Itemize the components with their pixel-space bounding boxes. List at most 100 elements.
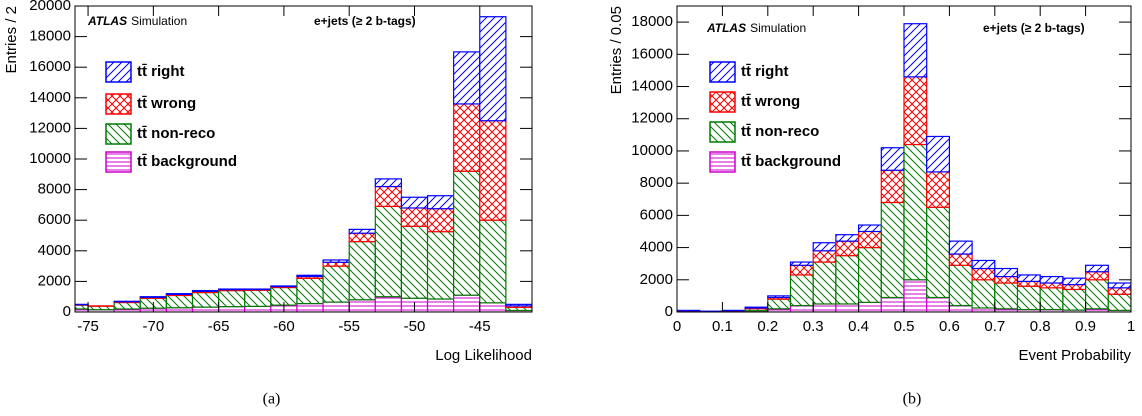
y-tick-label: 2000 [38,272,71,289]
histogram-bar [789,264,814,276]
histogram-bar [1016,280,1041,287]
histogram-bar [400,196,429,209]
histogram-bar [948,264,973,307]
annotation-bold: ATLAS [706,21,746,35]
channel-label: e+jets (≥ 2 b-tags) [983,21,1085,35]
histogram-bar [426,298,455,312]
legend-label: tt̄ background [137,153,237,170]
x-axis-label: Log Likelihood [435,347,532,364]
legend-swatch [709,151,736,173]
histogram-bar [348,232,376,243]
x-tick-label: -55 [338,318,360,335]
histogram-bar [113,301,141,310]
histogram-bar [479,16,507,122]
plot-area [75,16,532,312]
histogram-bar [426,208,455,233]
y-tick-label: 8000 [640,174,673,191]
histogram-bar [789,304,814,312]
legend-swatch [709,121,736,143]
x-tick-label: 1 [1127,318,1135,335]
histogram-bar [767,298,792,310]
histogram-bar [926,296,951,312]
y-tick-label: 0 [63,303,71,320]
y-tick-label: 18000 [631,13,673,30]
annotation-bold: ATLAS [87,14,127,28]
y-tick-label: 2000 [640,271,673,288]
histogram-bar [948,240,973,255]
histogram-bar [426,231,455,300]
histogram-bar [165,307,194,312]
histogram-bar [1062,277,1087,286]
histogram-bar [453,51,481,105]
caption: (b) [903,391,922,408]
histogram-bar [971,307,996,312]
histogram-bar [139,296,168,298]
x-tick-label: -50 [404,318,426,335]
histogram-bar [812,261,837,305]
x-tick-label: -75 [77,318,99,335]
y-tick-label: 14000 [29,89,71,106]
x-tick-label: 0.5 [894,318,915,335]
y-tick-label: 20000 [29,0,71,14]
histogram-bar [165,293,194,296]
histogram-bar [926,171,951,208]
x-tick-label: -45 [469,318,491,335]
histogram-bar [880,169,905,204]
histogram-bar [971,279,996,309]
x-tick-label: 0.9 [1075,318,1096,335]
histogram-bar [789,261,814,266]
histogram-bar [218,288,246,291]
histogram-bar [789,274,814,307]
histogram-bar [400,207,429,227]
histogram-bar [479,219,507,304]
histogram-bar [857,230,882,249]
x-tick-label: 0.3 [803,318,824,335]
histogram-bar [903,143,928,281]
histogram-bar [374,185,403,208]
x-tick-label: 0.2 [757,318,778,335]
histogram-bar [453,294,481,312]
histogram-bar [1016,285,1041,311]
histogram-bar [1084,264,1109,273]
y-axis-label: Entries / 2 [3,6,20,74]
histogram-bar [903,76,928,146]
histogram-bar [1039,287,1064,311]
histogram-bar [322,265,350,303]
y-tick-label: 4000 [640,239,673,256]
caption: (a) [263,391,281,408]
x-tick-label: 0.4 [848,318,869,335]
histogram-bar [1107,282,1131,289]
histogram-bar [903,279,928,312]
histogram-bar [191,289,220,292]
histogram-bar [857,246,882,303]
histogram-bar [903,23,928,78]
histogram-bar [426,195,455,210]
histogram-bar [296,274,324,278]
histogram-bar [1107,287,1131,295]
legend-label: tt̄ right [137,63,184,80]
histogram-bar [296,302,324,312]
y-tick-label: 8000 [38,181,71,198]
histogram-bar [1062,284,1087,291]
y-tick-label: 12000 [29,119,71,136]
histogram-bar [948,304,973,312]
x-tick-label: 0 [673,318,681,335]
histogram-bar [994,275,1019,284]
channel-label: e+jets (≥ 2 b-tags) [314,14,416,28]
legend-label: tt̄ background [741,153,841,170]
histogram-bar [244,305,272,312]
legend-swatch [709,91,736,113]
histogram-bar [453,103,481,172]
histogram-bar [479,120,507,221]
y-tick-label: 4000 [38,242,71,259]
legend-label: tt̄ wrong [741,93,800,110]
legend-label: tt̄ right [741,63,788,80]
x-tick-label: -65 [208,318,230,335]
histogram-bar [479,302,507,312]
histogram-bar [374,205,403,298]
histogram-bar [857,224,882,233]
y-tick-label: 12000 [631,110,673,127]
y-tick-label: 14000 [631,77,673,94]
x-tick-label: -70 [142,318,164,335]
x-tick-label: 0.6 [939,318,960,335]
